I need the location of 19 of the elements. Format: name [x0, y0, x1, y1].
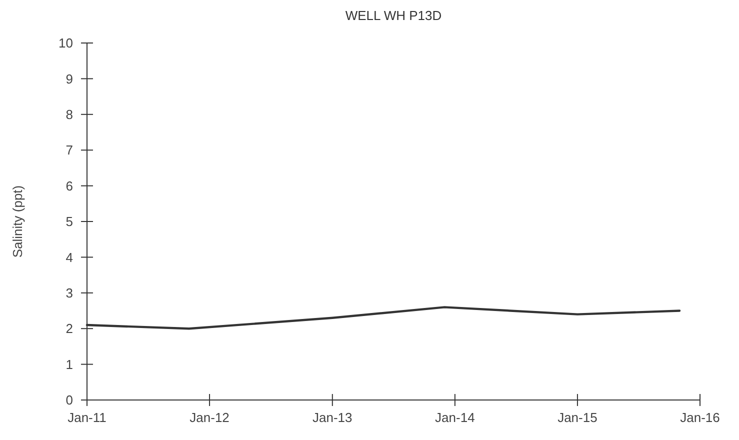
y-tick-label: 0 [66, 392, 73, 408]
y-tick-label: 4 [66, 250, 73, 265]
y-axis-title: Salinity (ppt) [10, 185, 25, 258]
y-tick-label: 10 [58, 36, 73, 51]
y-tick-label: 5 [66, 214, 73, 230]
y-tick-label: 2 [66, 321, 73, 336]
y-tick-label: 1 [66, 356, 73, 372]
x-tick-label: Jan-15 [558, 410, 598, 425]
y-tick-label: 7 [66, 142, 73, 158]
x-tick-label: Jan-11 [68, 410, 106, 425]
y-tick-label: 3 [66, 285, 73, 300]
x-tick-label: Jan-12 [190, 410, 230, 425]
x-tick-label: Jan-13 [312, 410, 352, 425]
x-tick-label: Jan-14 [435, 410, 475, 425]
y-tick-label: 9 [66, 71, 73, 86]
y-tick-label: 8 [66, 106, 73, 122]
x-tick-label: Jan-16 [680, 410, 720, 425]
chart-title: WELL WH P13D [345, 8, 442, 23]
y-tick-label: 6 [66, 178, 73, 194]
